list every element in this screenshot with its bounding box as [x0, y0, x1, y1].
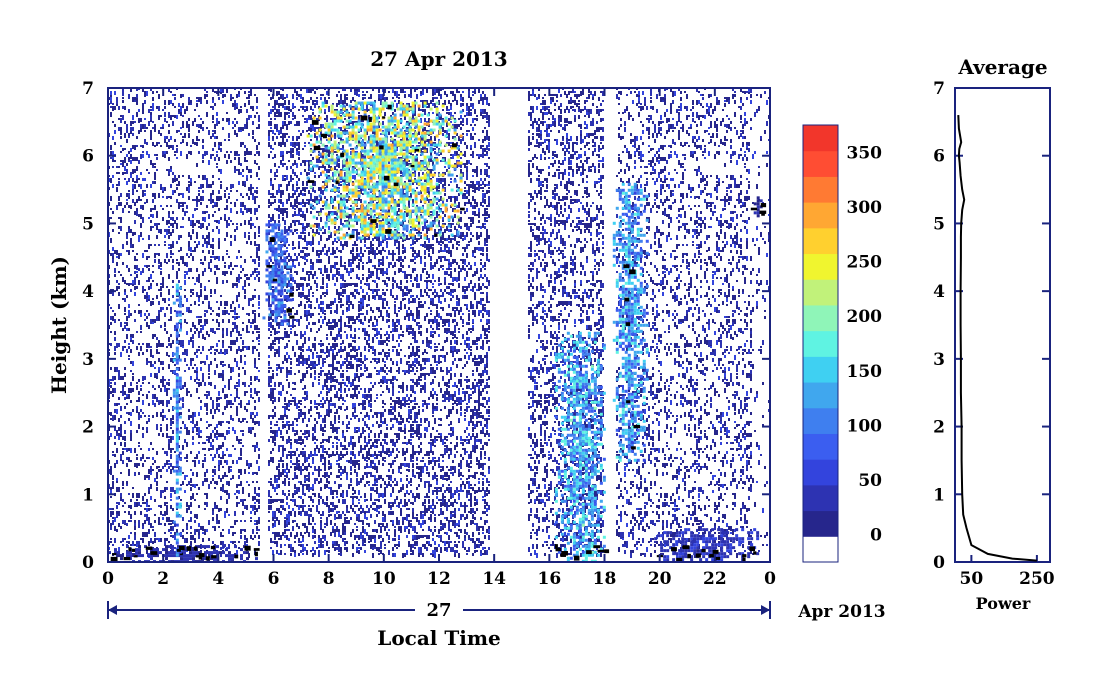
colorbar-swatch: [803, 330, 838, 357]
avg-y-tick-label: 6: [933, 147, 945, 167]
x-tick-label: 0: [102, 569, 114, 589]
x-tick-label: 20: [648, 569, 672, 589]
y-tick-label: 4: [82, 282, 94, 302]
y-tick-label: 3: [82, 350, 94, 370]
feature-upper-cloud: [306, 101, 465, 240]
avg-y-tick-label: 0: [933, 553, 945, 573]
avg-y-tick-label: 5: [933, 214, 945, 234]
x-tick-label: 16: [537, 569, 561, 589]
x-tick-label: 14: [482, 569, 506, 589]
avg-y-tick-label: 4: [933, 282, 945, 302]
avg-y-tick-label: 2: [933, 418, 945, 438]
colorbar-tick-label: 0: [870, 526, 882, 546]
average-profile-line: [957, 115, 1037, 562]
feature-cloud: [750, 196, 767, 218]
colorbar-swatch: [803, 202, 838, 229]
average-title: Average: [957, 55, 1047, 79]
y-axis-label: Height (km): [47, 256, 71, 394]
x-tick-label: 10: [372, 569, 396, 589]
colorbar-swatch: [803, 176, 838, 203]
colorbar-tick-label: 200: [847, 307, 883, 327]
feature-low-level-layer: [654, 528, 760, 562]
y-tick-label: 1: [82, 485, 94, 505]
colorbar-swatch: [803, 279, 838, 306]
colorbar-tick-label: 350: [847, 143, 883, 163]
x-tick-label: 2: [157, 569, 169, 589]
y-tick-label: 2: [82, 418, 94, 438]
colorbar-tick-label: 50: [858, 471, 882, 491]
colorbar-swatch: [803, 484, 838, 512]
date-axis: [107, 601, 771, 619]
colorbar-frame: [802, 124, 839, 563]
colorbar-swatch: [803, 382, 838, 409]
x-tick-label: 0: [764, 569, 776, 589]
y-tick-label: 7: [82, 79, 94, 99]
x-tick-label: 12: [427, 569, 451, 589]
power-axis-label: Power: [976, 594, 1031, 613]
avg-y-tick-label: 3: [933, 350, 945, 370]
x-tick-label: 8: [323, 569, 335, 589]
colorbar-tick-label: 100: [847, 416, 883, 436]
x-tick-label: 22: [703, 569, 727, 589]
feature-column: [172, 283, 185, 557]
date-arrow-right: [761, 605, 770, 615]
colorbar-swatch: [803, 150, 838, 177]
noise-speckle-0: [108, 88, 770, 558]
colorbar-swatch: [803, 536, 838, 563]
colorbar-swatch: [803, 433, 838, 460]
colorbar-swatch: [803, 510, 838, 537]
avg-x-tick-label: 50: [960, 569, 984, 589]
colorbar-tick-label: 300: [847, 198, 883, 218]
avg-y-tick-label: 7: [933, 79, 945, 99]
feature-column: [612, 182, 649, 462]
x-tick-label: 4: [212, 569, 224, 589]
x-tick-label: 6: [268, 569, 280, 589]
y-tick-label: 5: [82, 214, 94, 234]
date-arrow-left: [108, 605, 117, 615]
x-axis-label: Local Time: [377, 626, 500, 650]
average-axes: 0 1 2 3 4 5 6 7 50 250: [933, 79, 1055, 589]
y-tick-label: 0: [82, 553, 94, 573]
avg-y-tick-label: 1: [933, 485, 945, 505]
average-frame: [954, 87, 1051, 563]
colorbar-swatch: [803, 227, 838, 255]
colorbar-swatch: [803, 356, 838, 383]
avg-x-tick-label: 250: [1019, 569, 1055, 589]
colorbar-swatch: [803, 459, 838, 486]
colorbar: 0 50 100 150 200 250 300 350: [802, 124, 883, 563]
colorbar-swatch: [803, 304, 838, 332]
heatmap-panel: 27 Apr 2013 0 2 4 6 8 10 12 14 16 18 20 22 001234567…: [47, 47, 886, 650]
colorbar-tick-label: 150: [847, 362, 883, 382]
month-label: Apr 2013: [797, 602, 885, 622]
average-panel: Average 0 1 2 3 4 5 6 7 50 250 Power: [933, 55, 1055, 613]
feature-precipitation: [554, 331, 610, 562]
x-tick-label: 18: [593, 569, 617, 589]
y-tick-label: 6: [82, 147, 94, 167]
feature-cloud: [262, 223, 295, 326]
colorbar-swatch: [803, 407, 838, 434]
heatmap-cells: [108, 88, 770, 562]
colorbar-tick-label: 250: [847, 253, 883, 273]
noise-speckle-1: [108, 88, 770, 558]
colorbar-swatch: [803, 253, 838, 280]
colorbar-swatch: [803, 125, 838, 152]
day-label: 27: [426, 600, 451, 621]
main-title: 27 Apr 2013: [370, 47, 507, 71]
